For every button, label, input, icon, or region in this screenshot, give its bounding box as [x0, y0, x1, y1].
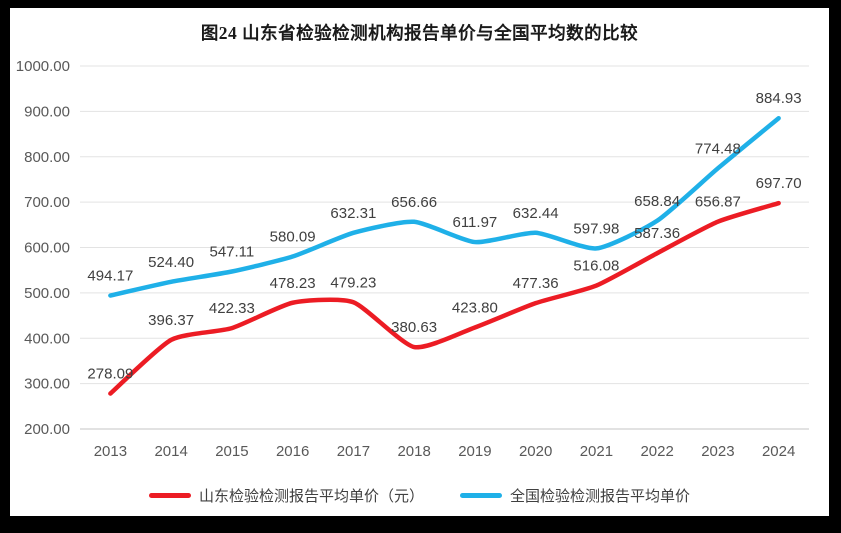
data-label: 697.70	[756, 175, 802, 192]
data-label: 658.84	[634, 193, 680, 210]
y-axis-tick-label: 400.00	[24, 330, 70, 347]
legend-line-swatch-shandong-icon	[148, 493, 191, 498]
x-axis-tick-label: 2016	[276, 443, 309, 460]
data-label: 423.80	[452, 299, 498, 316]
data-label: 547.11	[209, 243, 254, 260]
y-axis-tick-label: 200.00	[24, 421, 70, 438]
chart-title: 图24 山东省检验检测机构报告单价与全国平均数的比较	[200, 23, 639, 43]
x-axis-tick-label: 2021	[580, 443, 613, 460]
data-label: 479.23	[330, 274, 376, 291]
x-axis-tick-label: 2015	[215, 443, 248, 460]
data-label: 380.63	[391, 319, 437, 336]
data-label: 656.66	[391, 194, 437, 211]
data-label: 278.09	[87, 366, 133, 383]
data-label: 396.37	[148, 312, 194, 329]
legend-label-shandong: 山东检验检测报告平均单价（元）	[198, 488, 424, 505]
data-label: 632.44	[513, 205, 559, 222]
x-axis-tick-label: 2020	[519, 443, 552, 460]
series-line-shandong	[108, 200, 781, 396]
data-label: 587.36	[634, 225, 680, 242]
legend-item-shandong: 山东检验检测报告平均单价（元）	[148, 485, 424, 506]
data-label: 580.09	[270, 229, 316, 246]
x-axis-tick-label: 2017	[337, 443, 370, 460]
x-axis-tick-label: 2023	[701, 443, 734, 460]
y-axis-tick-label: 800.00	[24, 149, 70, 166]
x-axis-tick-label: 2019	[458, 443, 491, 460]
data-label: 524.40	[148, 254, 194, 271]
y-axis-tick-label: 600.00	[24, 240, 70, 257]
legend-label-national: 全国检验检测报告平均单价	[510, 488, 691, 505]
data-label: 422.33	[209, 300, 255, 317]
data-label: 478.23	[270, 275, 316, 292]
data-label: 477.36	[513, 275, 559, 292]
data-label: 494.17	[87, 268, 133, 285]
x-axis-tick-label: 2018	[397, 443, 430, 460]
data-label: 611.97	[452, 214, 497, 231]
x-axis-tick-label: 2022	[640, 443, 673, 460]
data-label: 884.93	[756, 90, 802, 107]
data-label: 516.08	[573, 258, 619, 275]
y-axis-tick-label: 900.00	[24, 103, 70, 120]
x-axis-tick-label: 2024	[762, 443, 795, 460]
data-label: 774.48	[695, 140, 741, 157]
data-label: 597.98	[573, 220, 619, 237]
chart-canvas: 图24 山东省检验检测机构报告单价与全国平均数的比较 200.00 300.00 4…	[10, 8, 829, 516]
x-axis-tick-label: 2014	[154, 443, 187, 460]
data-label: 632.31	[330, 205, 376, 222]
data-label: 656.87	[695, 194, 741, 211]
legend-line-swatch-national-icon	[460, 493, 502, 498]
y-axis-tick-label: 700.00	[24, 194, 70, 211]
line-chart: 200.00 300.00 400.00 500.00 600.00 700.00 800.…	[16, 58, 809, 460]
y-axis-tick-label: 500.00	[24, 285, 70, 302]
series-line-national	[108, 115, 781, 298]
legend-item-national: 全国检验检测报告平均单价	[460, 485, 690, 506]
x-axis-tick-label: 2013	[94, 443, 127, 460]
y-axis-tick-label: 300.00	[24, 376, 70, 393]
chart-legend: 山东检验检测报告平均单价（元） 全国检验检测报告平均单价	[10, 485, 829, 506]
y-axis-tick-label: 1000.00	[16, 58, 70, 75]
